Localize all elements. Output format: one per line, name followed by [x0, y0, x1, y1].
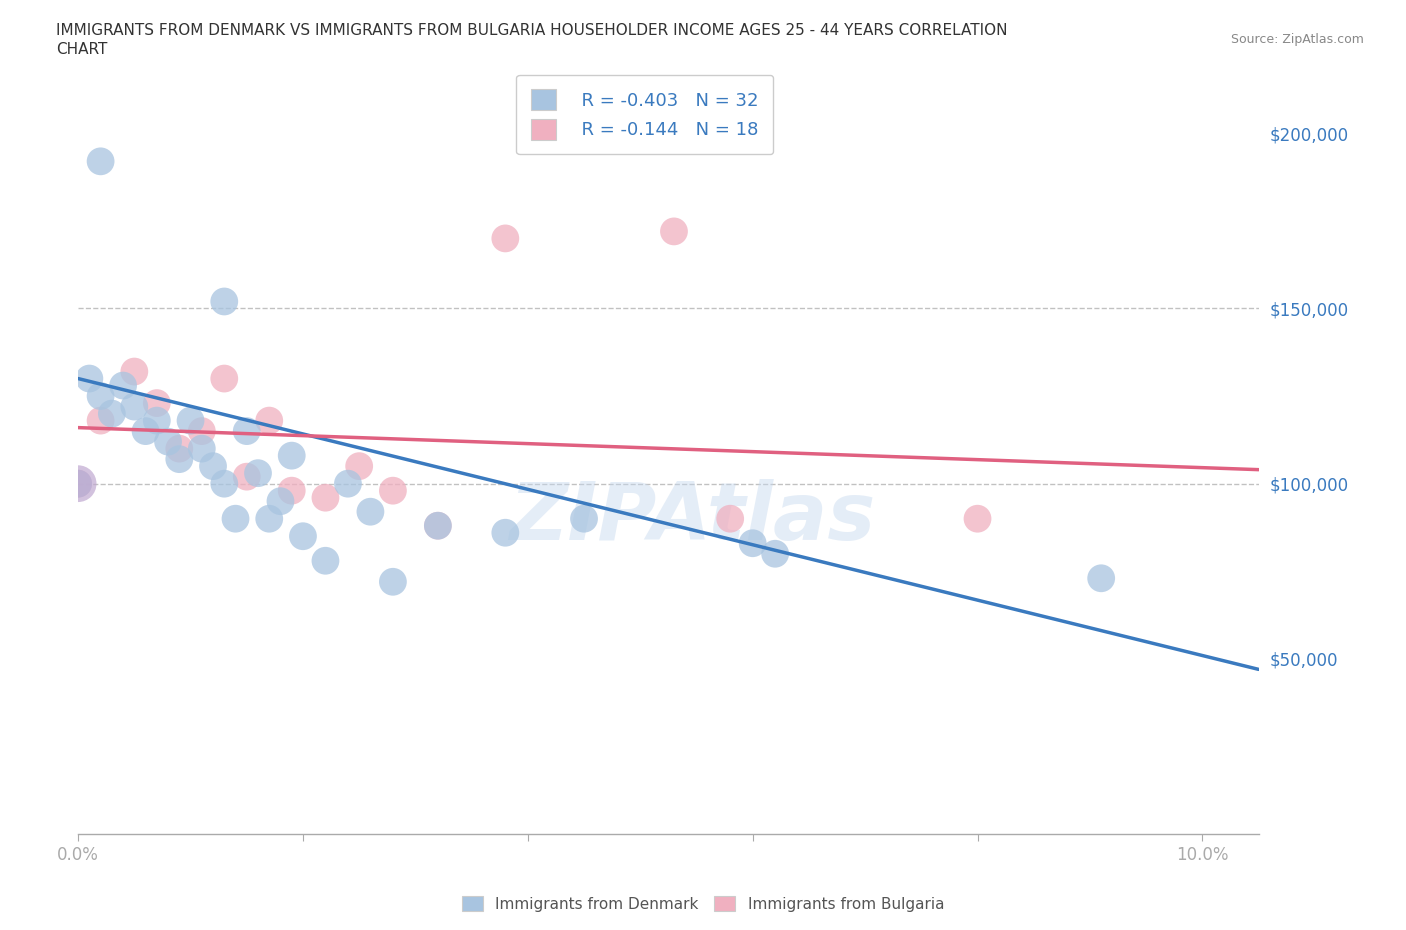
Point — [741, 536, 763, 551]
Point — [236, 470, 259, 485]
Text: Source: ZipAtlas.com: Source: ZipAtlas.com — [1230, 33, 1364, 46]
Point — [494, 231, 516, 246]
Point — [146, 395, 169, 410]
Point — [225, 512, 247, 526]
Point — [169, 452, 191, 467]
Legend: Immigrants from Denmark, Immigrants from Bulgaria: Immigrants from Denmark, Immigrants from… — [456, 889, 950, 918]
Point — [214, 371, 236, 386]
Point — [662, 224, 685, 239]
Point — [336, 476, 359, 491]
Point — [180, 413, 202, 428]
Point — [1090, 571, 1112, 586]
Point — [169, 441, 191, 456]
Point — [966, 512, 988, 526]
Point — [291, 529, 314, 544]
Legend:   R = -0.403   N = 32,   R = -0.144   N = 18: R = -0.403 N = 32, R = -0.144 N = 18 — [516, 74, 773, 154]
Point — [214, 476, 236, 491]
Text: CHART: CHART — [56, 42, 108, 57]
Point — [763, 546, 786, 561]
Point — [426, 518, 449, 533]
Point — [135, 424, 157, 439]
Point — [112, 379, 135, 393]
Text: IMMIGRANTS FROM DENMARK VS IMMIGRANTS FROM BULGARIA HOUSEHOLDER INCOME AGES 25 -: IMMIGRANTS FROM DENMARK VS IMMIGRANTS FR… — [56, 23, 1008, 38]
Point — [202, 458, 225, 473]
Point — [67, 476, 90, 491]
Point — [124, 399, 146, 414]
Point — [269, 494, 291, 509]
Text: ZIPAtlas: ZIPAtlas — [509, 479, 875, 557]
Point — [314, 490, 336, 505]
Point — [257, 512, 280, 526]
Point — [90, 153, 112, 168]
Point — [146, 413, 169, 428]
Point — [90, 389, 112, 404]
Point — [236, 424, 259, 439]
Point — [246, 466, 269, 481]
Point — [90, 413, 112, 428]
Point — [67, 476, 90, 491]
Point — [214, 294, 236, 309]
Point — [124, 365, 146, 379]
Point — [157, 434, 180, 449]
Point — [79, 371, 101, 386]
Point — [280, 484, 302, 498]
Point — [572, 512, 595, 526]
Point — [101, 406, 124, 421]
Point — [67, 476, 90, 491]
Point — [718, 512, 741, 526]
Point — [381, 575, 404, 590]
Point — [191, 441, 214, 456]
Point — [191, 424, 214, 439]
Point — [381, 484, 404, 498]
Point — [494, 525, 516, 540]
Point — [426, 518, 449, 533]
Point — [314, 553, 336, 568]
Point — [359, 504, 381, 519]
Point — [280, 448, 302, 463]
Point — [257, 413, 280, 428]
Point — [347, 458, 370, 473]
